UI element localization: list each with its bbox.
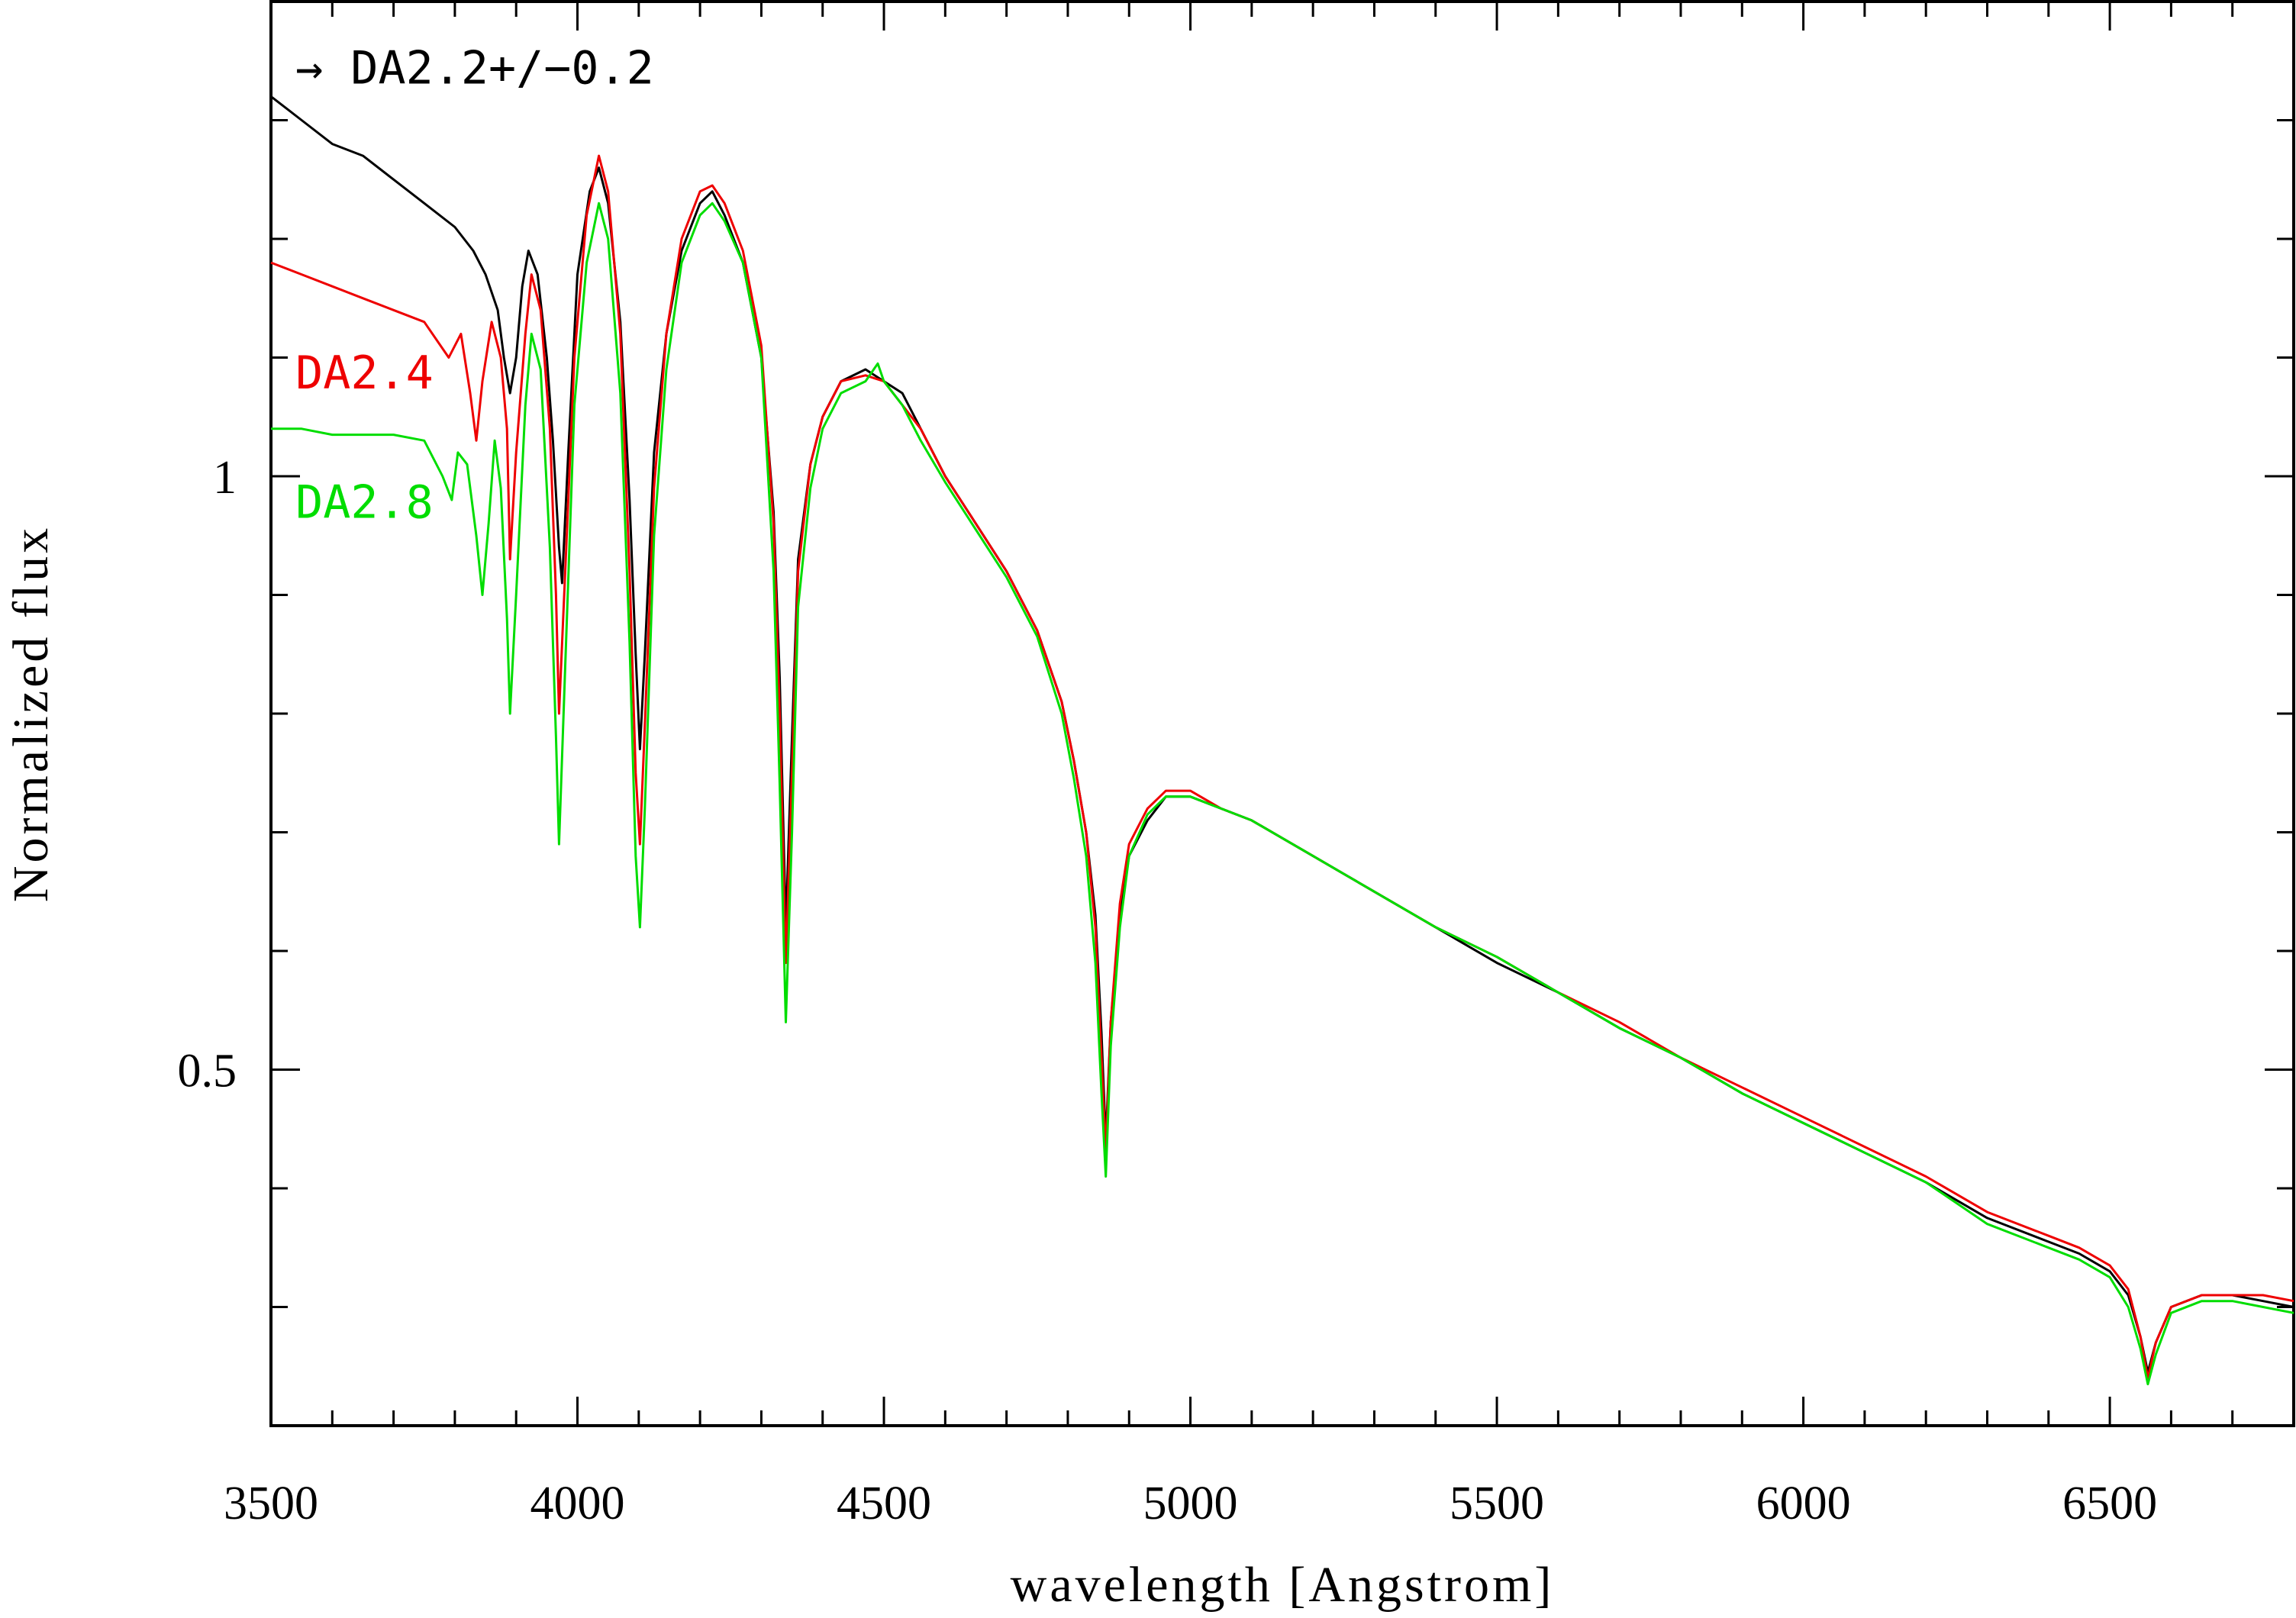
x-tick-label: 4000: [530, 1478, 625, 1529]
series-line-da2-8: [271, 201, 2294, 1386]
y-axis-title: Normalized flux: [3, 525, 59, 902]
x-tick-label: 4500: [837, 1478, 931, 1529]
x-tick-label: 6500: [2062, 1478, 2157, 1529]
series-line-da2-2-0-2: [270, 95, 2294, 1374]
annotation-label: DA2.8: [295, 475, 434, 529]
annotation-label: → DA2.2+/−0.2: [295, 41, 654, 95]
series-line-da2-4: [270, 154, 2294, 1380]
x-tick-label: 5000: [1143, 1478, 1238, 1529]
x-axis-ticks: 3500 4000 4500 5000 5500 6000 6500: [224, 2, 2295, 1529]
x-tick-label: 5500: [1450, 1478, 1544, 1529]
x-tick-label: 3500: [224, 1478, 318, 1529]
y-tick-label: 1: [213, 452, 237, 504]
y-axis-ticks: 0.51: [178, 119, 2294, 1308]
x-tick-label: 6000: [1756, 1478, 1851, 1529]
y-tick-label: 0.5: [178, 1046, 237, 1097]
series-layer: [270, 95, 2294, 1386]
annotations: → DA2.2+/−0.2 DA2.4 DA2.8: [295, 41, 654, 529]
annotation-label: DA2.4: [295, 346, 434, 400]
x-axis-title: wavelength [Angstrom]: [1011, 1557, 1555, 1613]
